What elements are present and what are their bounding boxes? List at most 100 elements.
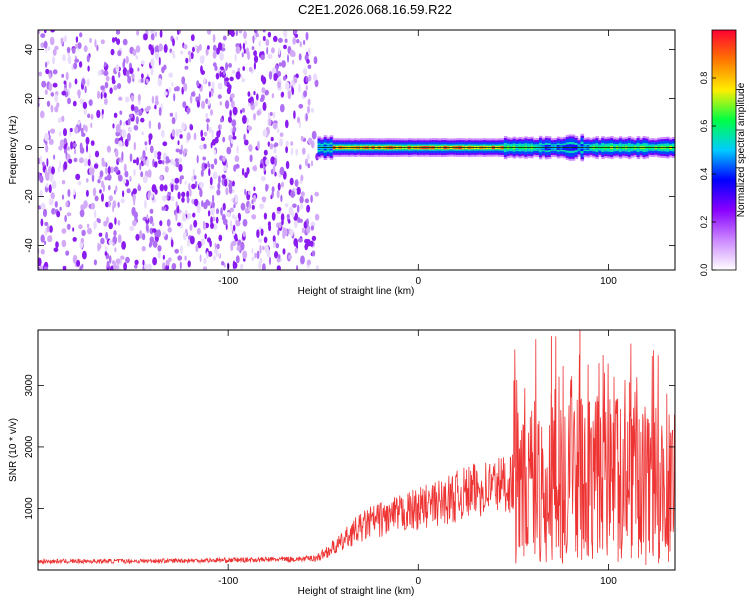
spectrogram-noise-speck [174,87,177,92]
spectrogram-noise-speck [115,64,120,73]
spectrogram-noise-speck [79,147,85,154]
spectrogram-noise-speck [96,44,99,52]
spectrogram-noise-speck [251,214,257,220]
spectrogram-noise-speck [96,217,99,223]
spectrogram-noise-speck [207,250,213,257]
spectrogram-noise-speck [70,141,74,150]
spectrogram-noise-speck [105,201,109,208]
spectrogram-noise-speck [277,128,280,134]
spectrogram-noise-speck [293,30,298,35]
spectrogram-noise-speck [48,165,52,175]
spectrogram-noise-speck [249,154,253,163]
spectrogram-noise-speck [154,51,160,61]
spectrogram-noise-speck [104,251,108,256]
spectrogram-noise-speck [235,71,241,80]
spectrogram-noise-speck [96,109,101,119]
spectrogram-noise-speck [65,250,70,256]
spectrogram-noise-speck [97,242,100,252]
spectrogram-noise-speck [254,252,258,259]
spectrogram-noise-speck [61,115,65,123]
spectrogram-noise-speck [283,228,288,237]
spectrogram-noise-speck [52,69,58,75]
spectrogram-noise-speck [276,70,282,77]
spectrogram-noise-speck [259,244,262,254]
spectrogram-noise-speck [240,263,244,270]
spectrogram-noise-speck [51,180,57,190]
spectrogram-noise-speck [64,34,67,43]
spectrogram-noise-speck [69,127,73,133]
spectrogram-noise-speck [50,192,55,200]
spectrogram-noise-speck [223,165,228,172]
spectrogram-noise-speck [161,206,165,211]
spectrogram-noise-speck [199,181,205,189]
spectrogram-noise-speck [268,256,272,265]
spectrogram-noise-speck [141,246,146,252]
y-tick-label: 20 [24,93,35,105]
spectrogram-noise-speck [48,197,54,206]
spectrogram-noise-speck [203,131,208,137]
spectrogram-noise-speck [271,186,275,193]
spectrogram-noise-speck [265,38,270,47]
spectrogram-noise-speck [86,223,90,228]
spectrogram-noise-speck [133,125,139,131]
spectrogram-noise-speck [117,201,120,208]
spectrogram-noise-speck [122,178,127,184]
spectrogram-noise-speck [45,144,49,153]
spectrogram-noise-speck [72,254,78,264]
spectrogram-noise-speck [222,35,227,41]
spectrogram-noise-speck [296,265,299,270]
spectrogram-noise-speck [248,66,253,72]
spectrogram-noise-speck [152,257,158,266]
spectrogram-noise-speck [261,176,266,181]
spectrogram-noise-speck [84,85,87,94]
spectrogram-noise-speck [251,46,255,51]
spectrogram-noise-speck [281,91,285,98]
spectrogram-noise-speck [171,129,176,137]
spectrogram-noise-speck [240,109,243,114]
spectrogram-noise-speck [130,95,135,102]
spectrogram-noise-speck [87,54,90,60]
spectrogram-noise-speck [242,66,245,71]
spectrogram-noise-speck [200,100,206,110]
spectrogram-noise-speck [218,234,223,242]
spectrogram-noise-speck [191,183,196,190]
spectrogram-noise-speck [181,196,185,203]
spectrogram-noise-speck [87,113,91,119]
spectrogram-noise-speck [189,188,192,197]
spectrogram-noise-speck [88,99,93,106]
spectrogram-noise-speck [221,261,225,266]
spectrogram-noise-speck [151,228,157,233]
spectrogram-noise-speck [119,110,123,115]
spectrogram-noise-speck [170,158,174,165]
spectrogram-noise-speck [210,207,215,216]
spectrogram-noise-speck [186,196,190,204]
spectrogram-noise-speck [299,164,302,170]
spectrogram-noise-speck [230,138,234,144]
spectrogram-noise-speck [90,140,95,146]
spectrogram-noise-speck [74,126,79,134]
spectrogram-noise-speck [75,36,79,43]
spectrogram-noise-speck [212,171,218,180]
spectrogram-noise-speck [83,200,88,209]
spectrogram-noise-speck [260,94,265,101]
spectrogram-noise-speck [299,41,302,48]
spectrogram-noise-speck [44,89,48,95]
spectrogram-noise-speck [283,30,288,38]
spectrogram-noise-speck [112,204,115,213]
spectrogram-noise-speck [231,70,236,74]
spectrogram-noise-speck [142,259,145,266]
spectrogram-noise-speck [306,218,309,227]
spectrogram-noise-speck [159,220,163,227]
spectrogram-noise-speck [287,219,291,224]
spectrogram-noise-speck [64,215,67,223]
spectrogram-noise-speck [286,213,290,220]
spectrogram-noise-speck [263,236,268,243]
spectrogram-noise-speck [298,83,301,93]
spectrogram-noise-speck [231,119,237,127]
spectrogram-noise-speck [189,95,193,104]
spectrogram-noise-speck [75,173,81,181]
spectrogram-noise-speck [208,126,212,134]
spectrogram-noise-speck [229,109,232,118]
spectrogram-noise-speck [276,206,282,212]
spectrogram-noise-speck [238,213,241,222]
